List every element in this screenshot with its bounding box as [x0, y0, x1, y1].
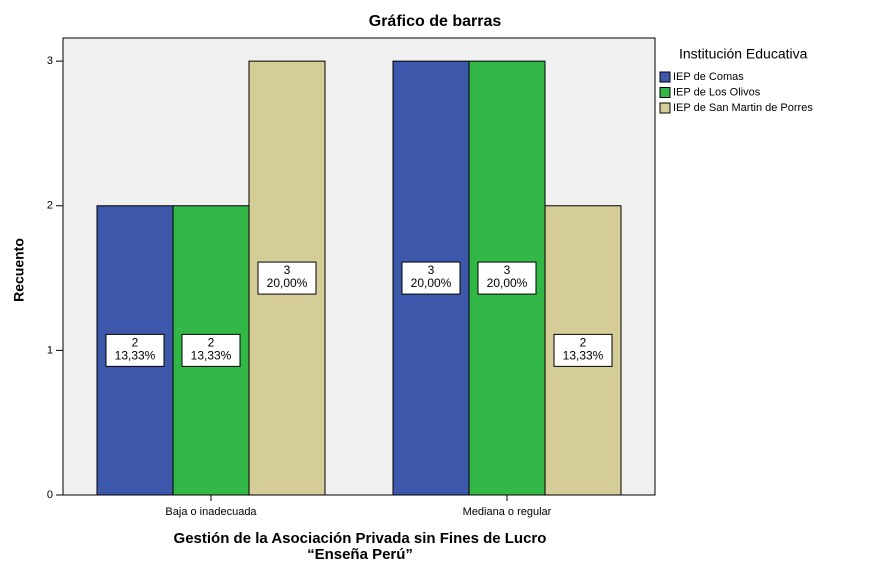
y-axis-label: Recuento	[11, 238, 27, 302]
data-label: 13,33%	[115, 349, 156, 363]
data-label: 20,00%	[411, 276, 452, 290]
legend-label: IEP de Los Olivos	[673, 86, 761, 98]
data-label: 2	[208, 336, 215, 350]
data-label-box	[105, 333, 165, 367]
data-label-box	[477, 261, 537, 295]
data-label: 2	[132, 336, 139, 350]
data-label: 2	[580, 336, 587, 350]
x-axis-label: Gestión de la Asociación Privada sin Fin…	[174, 530, 547, 547]
legend-label: IEP de San Martin de Porres	[673, 102, 813, 114]
data-label-box	[257, 261, 317, 295]
y-tick-label: 3	[47, 55, 53, 67]
x-tick-label: Baja o inadecuada	[165, 506, 257, 518]
data-label: 20,00%	[487, 276, 528, 290]
data-label-box	[553, 333, 613, 367]
legend-label: IEP de Comas	[673, 71, 744, 83]
x-tick-label: Mediana o regular	[463, 506, 552, 518]
data-label-box	[401, 261, 461, 295]
data-label: 3	[504, 263, 511, 277]
x-axis-label: “Enseña Perú”	[307, 546, 413, 561]
data-label: 20,00%	[267, 276, 308, 290]
data-label-box	[181, 333, 241, 367]
legend-swatch	[659, 71, 671, 83]
data-label: 3	[428, 263, 435, 277]
data-label: 13,33%	[563, 349, 604, 363]
y-tick-label: 2	[47, 200, 53, 212]
legend-swatch	[659, 87, 671, 98]
legend-title: Institución Educativa	[679, 46, 808, 62]
y-tick-label: 0	[47, 489, 53, 501]
data-label: 3	[284, 263, 291, 277]
legend-swatch	[659, 102, 671, 114]
data-label: 13,33%	[191, 349, 232, 363]
y-tick-label: 1	[47, 344, 53, 356]
chart-title: Gráfico de barras	[369, 13, 502, 30]
